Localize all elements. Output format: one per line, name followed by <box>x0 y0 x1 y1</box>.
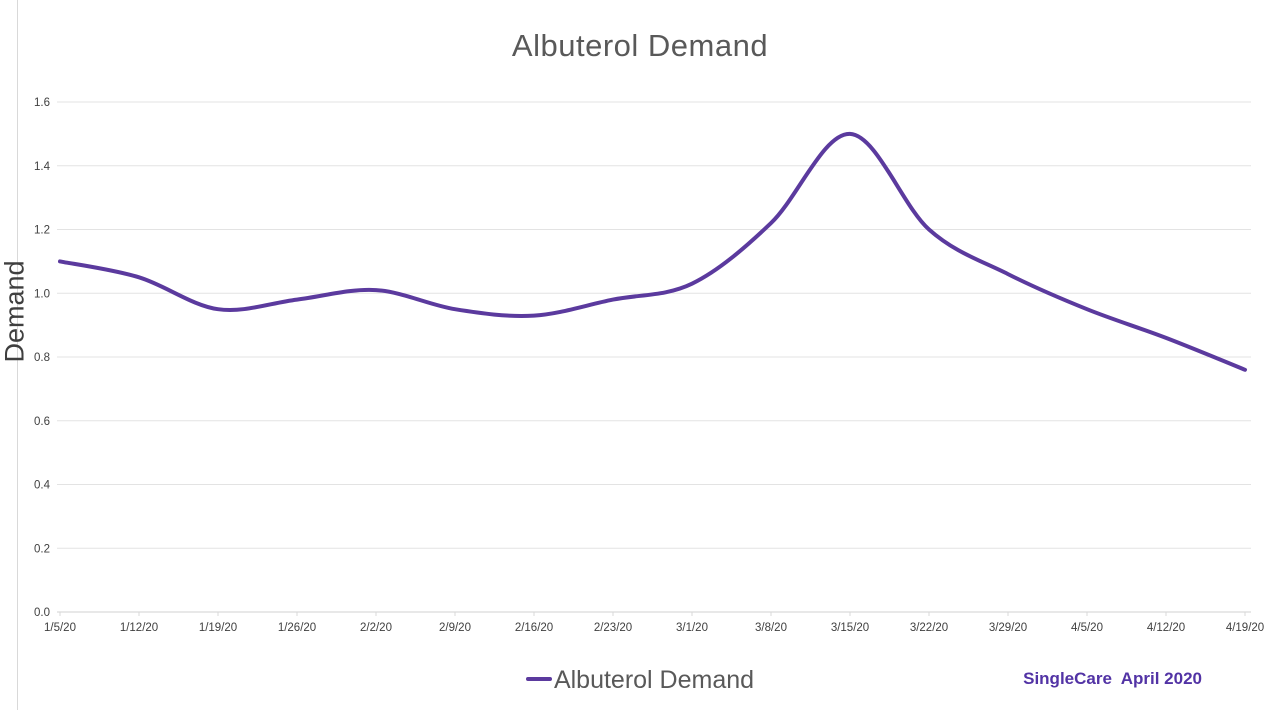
x-tick-label: 2/9/20 <box>439 622 471 634</box>
x-tick-label: 2/16/20 <box>515 622 553 634</box>
chart-title: Albuterol Demand <box>511 28 769 63</box>
x-tick-label: 4/5/20 <box>1071 622 1103 634</box>
y-tick-label: 0.0 <box>34 607 50 619</box>
y-tick-label: 1.4 <box>34 161 51 173</box>
x-tick-label: 2/2/20 <box>360 622 392 634</box>
y-tick-label: 1.6 <box>34 97 50 109</box>
y-tick-label: 0.4 <box>34 480 51 492</box>
y-tick-labels: 0.0 0.2 0.4 0.6 0.8 1.0 1.2 1.4 1.6 <box>34 97 51 619</box>
gridlines <box>57 101 1251 613</box>
attribution-text: SingleCare April 2020 <box>1023 669 1202 688</box>
legend: Albuterol Demand <box>0 666 1280 695</box>
x-tick-label: 1/19/20 <box>199 622 237 634</box>
chart-left-border <box>17 0 18 710</box>
x-tick-label: 3/1/20 <box>676 622 708 634</box>
x-tick-labels: 1/5/20 1/12/20 1/19/20 1/26/20 2/2/20 2/9/20 2… <box>44 622 1264 634</box>
y-tick-label: 0.2 <box>34 543 50 555</box>
x-tick-label: 3/22/20 <box>910 622 948 634</box>
y-tick-label: 0.6 <box>34 416 50 428</box>
x-tick-label: 3/15/20 <box>831 622 869 634</box>
legend-line-marker-icon <box>525 676 552 681</box>
x-tick-label: 3/8/20 <box>755 622 787 634</box>
y-tick-label: 1.0 <box>34 288 50 300</box>
demand-line-series <box>58 131 1247 372</box>
legend-label: Albuterol Demand <box>553 666 755 694</box>
x-tick-label: 2/23/20 <box>594 622 632 634</box>
y-tick-label: 1.2 <box>34 225 50 237</box>
y-tick-label: 0.8 <box>34 352 50 364</box>
x-tick-label: 4/19/20 <box>1226 622 1264 634</box>
x-tick-label: 1/26/20 <box>278 622 316 634</box>
x-tick-label: 1/5/20 <box>44 622 76 634</box>
x-tick-label: 1/12/20 <box>120 622 158 634</box>
x-tick-label: 4/12/20 <box>1147 622 1185 634</box>
x-tick-label: 3/29/20 <box>989 622 1027 634</box>
x-tick-marks <box>59 612 1246 616</box>
